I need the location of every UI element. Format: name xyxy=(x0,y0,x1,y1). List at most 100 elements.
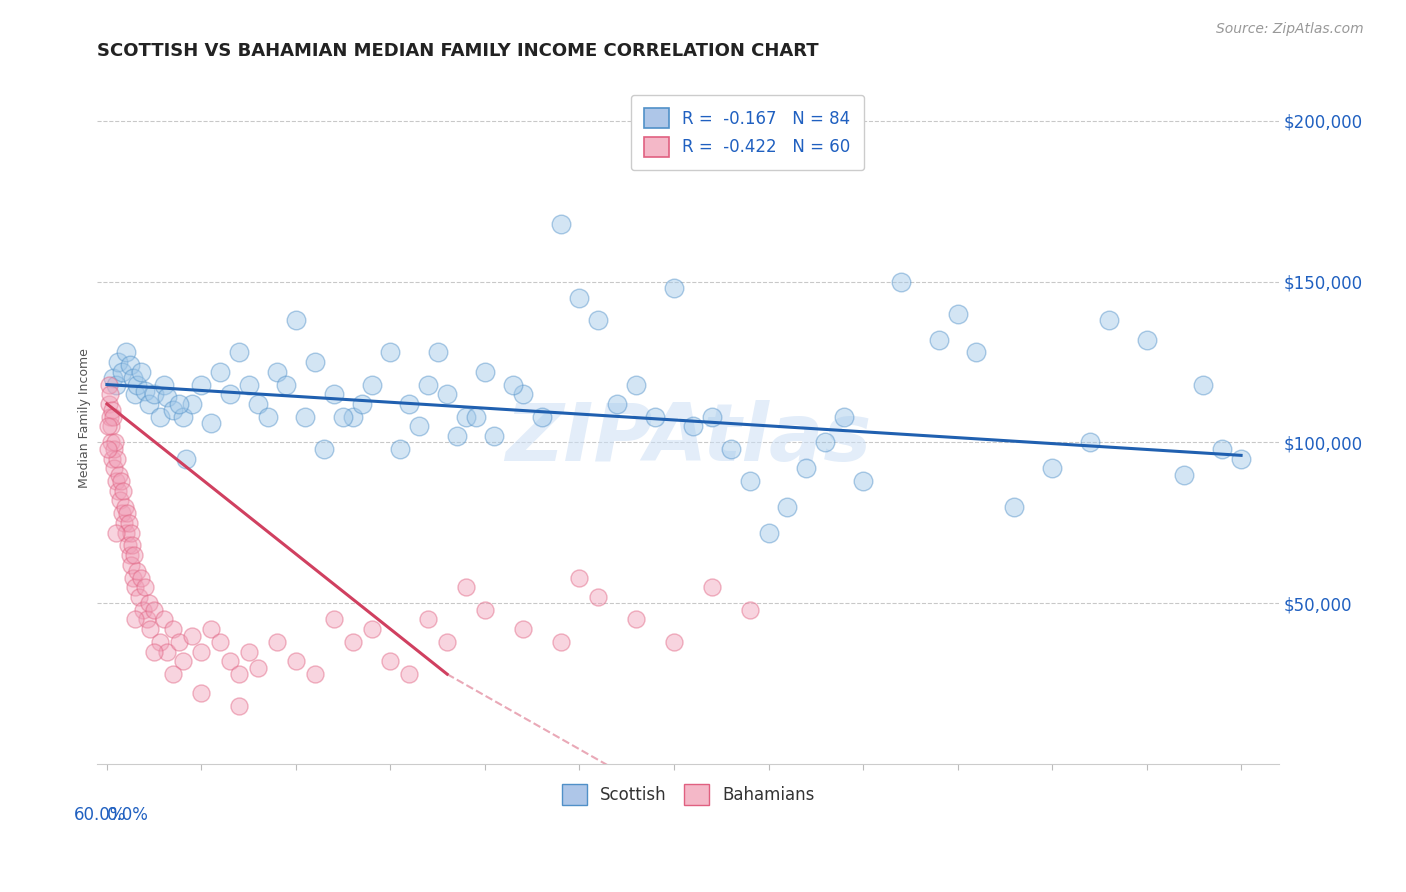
Point xyxy=(794,461,817,475)
Point xyxy=(122,571,145,585)
Point xyxy=(97,442,120,456)
Point xyxy=(132,603,155,617)
Point xyxy=(105,451,128,466)
Y-axis label: Median Family Income: Median Family Income xyxy=(77,349,90,488)
Point xyxy=(550,217,572,231)
Text: SCOTTISH VS BAHAMIAN MEDIAN FAMILY INCOME CORRELATION CHART: SCOTTISH VS BAHAMIAN MEDIAN FAMILY INCOM… xyxy=(97,42,820,60)
Point xyxy=(418,377,440,392)
Point xyxy=(530,409,553,424)
Point xyxy=(162,622,184,636)
Point xyxy=(124,612,146,626)
Point xyxy=(120,525,142,540)
Point xyxy=(181,629,204,643)
Point xyxy=(97,377,120,392)
Point xyxy=(1040,461,1063,475)
Point xyxy=(1192,377,1215,392)
Point xyxy=(682,419,704,434)
Point xyxy=(228,667,250,681)
Point xyxy=(124,387,146,401)
Point xyxy=(97,419,120,434)
Point xyxy=(304,667,326,681)
Point xyxy=(662,281,685,295)
Point xyxy=(890,275,912,289)
Point xyxy=(176,451,198,466)
Point xyxy=(209,635,232,649)
Point xyxy=(512,622,534,636)
Point xyxy=(98,387,121,401)
Point xyxy=(294,409,316,424)
Point xyxy=(167,635,190,649)
Point xyxy=(124,548,146,562)
Point xyxy=(108,467,131,482)
Point xyxy=(380,654,402,668)
Point xyxy=(352,397,374,411)
Point xyxy=(700,409,723,424)
Point xyxy=(162,403,184,417)
Point xyxy=(114,500,136,514)
Point xyxy=(100,419,122,434)
Point xyxy=(103,442,125,456)
Point xyxy=(342,409,364,424)
Point xyxy=(1078,435,1101,450)
Point xyxy=(98,397,121,411)
Point xyxy=(101,409,124,424)
Point xyxy=(104,435,127,450)
Point xyxy=(662,635,685,649)
Point xyxy=(322,387,344,401)
Point xyxy=(121,558,143,572)
Point xyxy=(111,483,134,498)
Point xyxy=(474,365,496,379)
Point xyxy=(107,483,129,498)
Point xyxy=(408,419,430,434)
Point xyxy=(426,345,449,359)
Point xyxy=(105,525,128,540)
Point xyxy=(228,345,250,359)
Point xyxy=(512,387,534,401)
Point xyxy=(121,538,143,552)
Point xyxy=(700,580,723,594)
Point xyxy=(776,500,799,514)
Point xyxy=(644,409,666,424)
Point xyxy=(209,365,232,379)
Point xyxy=(284,313,307,327)
Point xyxy=(1173,467,1195,482)
Point xyxy=(588,590,610,604)
Point xyxy=(256,409,278,424)
Point xyxy=(284,654,307,668)
Point xyxy=(720,442,742,456)
Point xyxy=(114,345,136,359)
Point xyxy=(758,525,780,540)
Point xyxy=(946,307,969,321)
Point xyxy=(814,435,837,450)
Point xyxy=(134,384,156,398)
Point xyxy=(143,645,166,659)
Point xyxy=(550,635,572,649)
Point xyxy=(111,506,134,520)
Point xyxy=(247,397,270,411)
Point xyxy=(181,397,204,411)
Point xyxy=(238,645,260,659)
Point xyxy=(568,571,591,585)
Point xyxy=(398,397,420,411)
Point xyxy=(1135,333,1157,347)
Point xyxy=(124,580,146,594)
Point xyxy=(218,654,240,668)
Point xyxy=(107,355,129,369)
Point xyxy=(110,474,132,488)
Point xyxy=(832,409,855,424)
Point xyxy=(149,635,172,649)
Point xyxy=(464,409,486,424)
Point xyxy=(228,699,250,714)
Point xyxy=(143,387,166,401)
Point xyxy=(134,580,156,594)
Point xyxy=(156,391,179,405)
Point xyxy=(129,365,152,379)
Point xyxy=(127,564,149,578)
Point xyxy=(103,461,125,475)
Point xyxy=(332,409,354,424)
Point xyxy=(454,580,477,594)
Point xyxy=(454,409,477,424)
Point xyxy=(474,603,496,617)
Point xyxy=(322,612,344,626)
Point xyxy=(167,397,190,411)
